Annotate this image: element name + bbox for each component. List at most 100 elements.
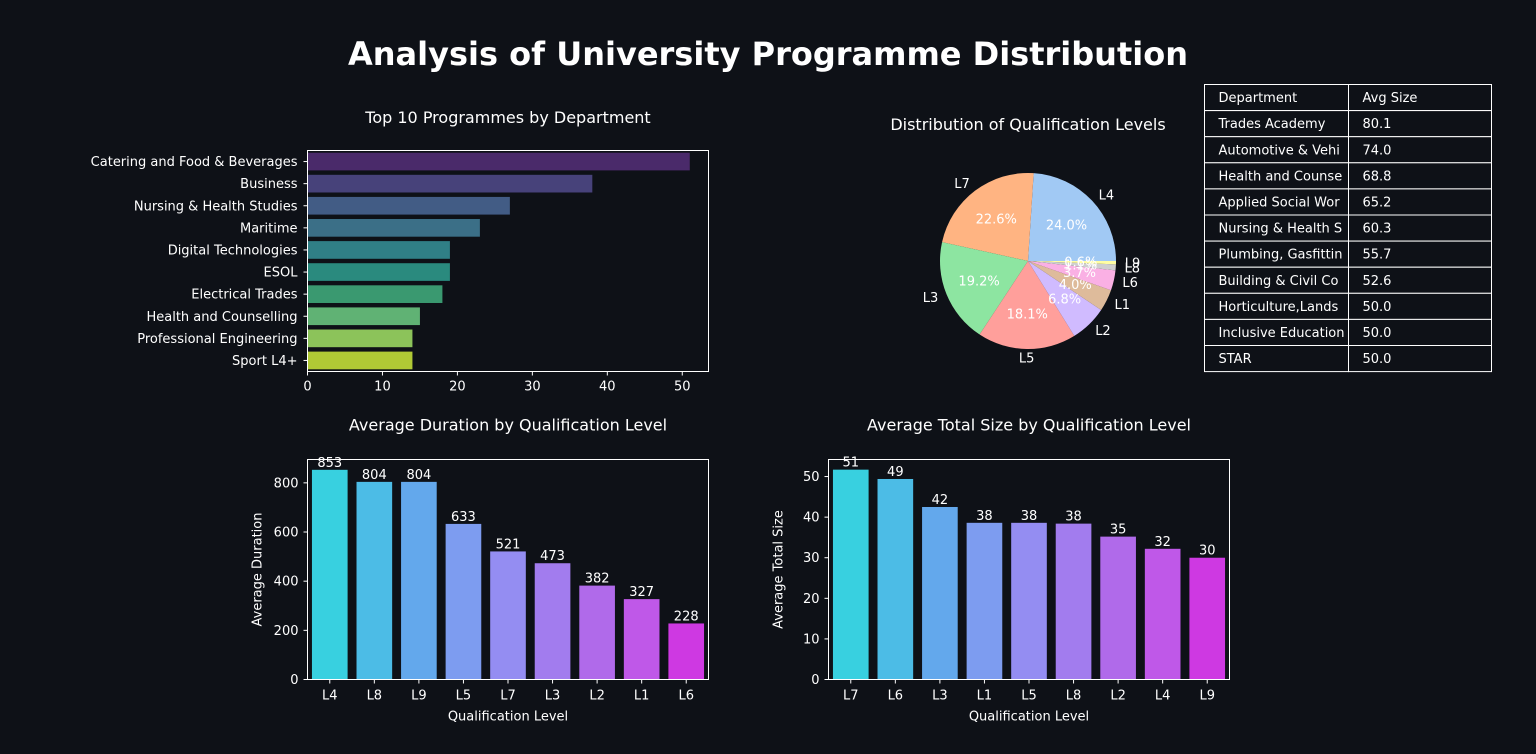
bar (307, 285, 443, 303)
x-tick-label: L3 (932, 689, 948, 704)
qualification-pie-chart: Distribution of Qualification Levels L4 24… (890, 115, 1165, 366)
x-tick-label: L5 (1021, 689, 1037, 704)
table-cell (1204, 84, 1349, 112)
table-cell-avg-size: 60.3 (1363, 222, 1392, 237)
pie-slice (1028, 173, 1116, 261)
x-tick-label: L2 (1110, 689, 1126, 704)
table-cell-avg-size: 74.0 (1363, 143, 1392, 158)
x-tick-label: 20 (449, 380, 466, 395)
y-tick-label: Electrical Trades (191, 288, 297, 303)
table-cell-avg-size: 52.6 (1363, 274, 1392, 289)
chart-title: Top 10 Programmes by Department (364, 108, 650, 127)
pie-percent-label: 6.8% (1048, 293, 1081, 308)
bar-value-label: 804 (362, 468, 387, 483)
x-tick-label: 30 (524, 380, 541, 395)
table-cell (1204, 240, 1349, 268)
chart-title: Average Total Size by Qualification Leve… (867, 416, 1191, 435)
x-tick-label: L6 (678, 689, 694, 704)
bar-value-label: 30 (1199, 544, 1216, 559)
bar-value-label: 32 (1154, 535, 1171, 550)
pie-percent-label: 18.1% (1007, 307, 1048, 322)
pie-percent-label: 0.6% (1064, 255, 1097, 270)
bar (668, 623, 705, 680)
x-axis-label: Qualification Level (448, 710, 568, 725)
x-tick-label: L1 (977, 689, 993, 704)
pie-slice (1028, 261, 1102, 336)
y-tick-label: 600 (274, 526, 299, 541)
table-header-avg-size: Avg Size (1363, 91, 1418, 106)
table-cell (1348, 214, 1492, 242)
y-tick-label: Business (240, 177, 298, 192)
x-tick-label: L3 (545, 689, 561, 704)
x-tick-label: 0 (303, 380, 311, 395)
bar-value-label: 853 (317, 456, 342, 471)
pie-slice (940, 242, 1028, 335)
pie-percent-label: 24.0% (1046, 218, 1087, 233)
y-tick-label: 400 (274, 575, 299, 590)
avg-duration-chart: Average Duration by Qualification Level 8… (251, 416, 709, 725)
y-tick-label: 50 (803, 470, 820, 485)
bar-value-label: 228 (674, 609, 699, 624)
table-cell (1348, 110, 1492, 138)
y-tick-label: ESOL (264, 266, 299, 281)
pie-slice (1028, 261, 1117, 265)
x-tick-label: L8 (367, 689, 383, 704)
y-tick-label: 0 (811, 673, 819, 688)
y-tick-label: 800 (274, 476, 299, 491)
pie-slice-label: L7 (954, 177, 970, 192)
department-table: Department Avg Size Trades Academy 80.1 Auto… (1204, 84, 1492, 373)
bar (311, 469, 348, 680)
table-header-department: Department (1219, 91, 1298, 106)
table-cell-avg-size: 65.2 (1363, 195, 1392, 210)
pie-percent-label: 4.0% (1059, 278, 1092, 293)
table-cell-department: Building & Civil Co (1219, 274, 1339, 289)
bar-value-label: 804 (406, 468, 431, 483)
table-cell-department: STAR (1219, 352, 1252, 367)
bar-value-label: 633 (451, 510, 476, 525)
x-tick-label: L5 (456, 689, 472, 704)
table-cell-department: Plumbing, Gasfittin (1219, 248, 1343, 263)
top-programmes-chart: Top 10 Programmes by Department Catering … (91, 108, 709, 395)
bar (401, 481, 437, 680)
x-tick-label: L4 (322, 689, 338, 704)
table-cell (1348, 345, 1492, 373)
pie-slice (1028, 261, 1116, 291)
y-tick-label: Nursing & Health Studies (134, 199, 298, 214)
bar (307, 174, 593, 193)
pie-slice (942, 173, 1034, 261)
table-cell-avg-size: 50.0 (1363, 300, 1392, 315)
table-cell (1348, 266, 1492, 294)
bar-value-label: 51 (843, 456, 860, 471)
table-cell-department: Horticulture,Lands (1219, 300, 1339, 315)
pie-slice-label: L1 (1115, 298, 1131, 313)
bar (307, 307, 420, 326)
pie-slice-label: L4 (1099, 188, 1115, 203)
y-tick-label: 30 (803, 551, 820, 566)
figure-title: Analysis of University Programme Distrib… (348, 35, 1188, 73)
bar-value-label: 38 (976, 509, 993, 524)
y-tick-label: Professional Engineering (137, 332, 297, 347)
bar (356, 481, 393, 680)
y-tick-label: 0 (290, 673, 298, 688)
bar (579, 585, 615, 680)
bar (307, 152, 690, 171)
x-tick-label: L2 (589, 689, 605, 704)
x-tick-label: L9 (411, 689, 427, 704)
axes-frame (307, 459, 709, 680)
pie-slice (979, 261, 1075, 349)
table-cell-department: Inclusive Education (1219, 326, 1345, 341)
table-cell (1348, 240, 1492, 268)
y-tick-label: Sport L4+ (232, 354, 297, 369)
x-tick-label: L6 (888, 689, 904, 704)
table-cell-department: Nursing & Health S (1219, 222, 1343, 237)
y-tick-label: 10 (803, 632, 820, 647)
axes-frame (828, 459, 1230, 680)
table-cell (1204, 345, 1349, 373)
x-tick-label: L7 (843, 689, 859, 704)
x-tick-label: L9 (1199, 689, 1215, 704)
chart-title: Distribution of Qualification Levels (890, 115, 1165, 134)
table-cell (1204, 162, 1349, 190)
x-tick-label: L1 (634, 689, 650, 704)
table-cell-department: Automotive & Vehi (1219, 143, 1340, 158)
